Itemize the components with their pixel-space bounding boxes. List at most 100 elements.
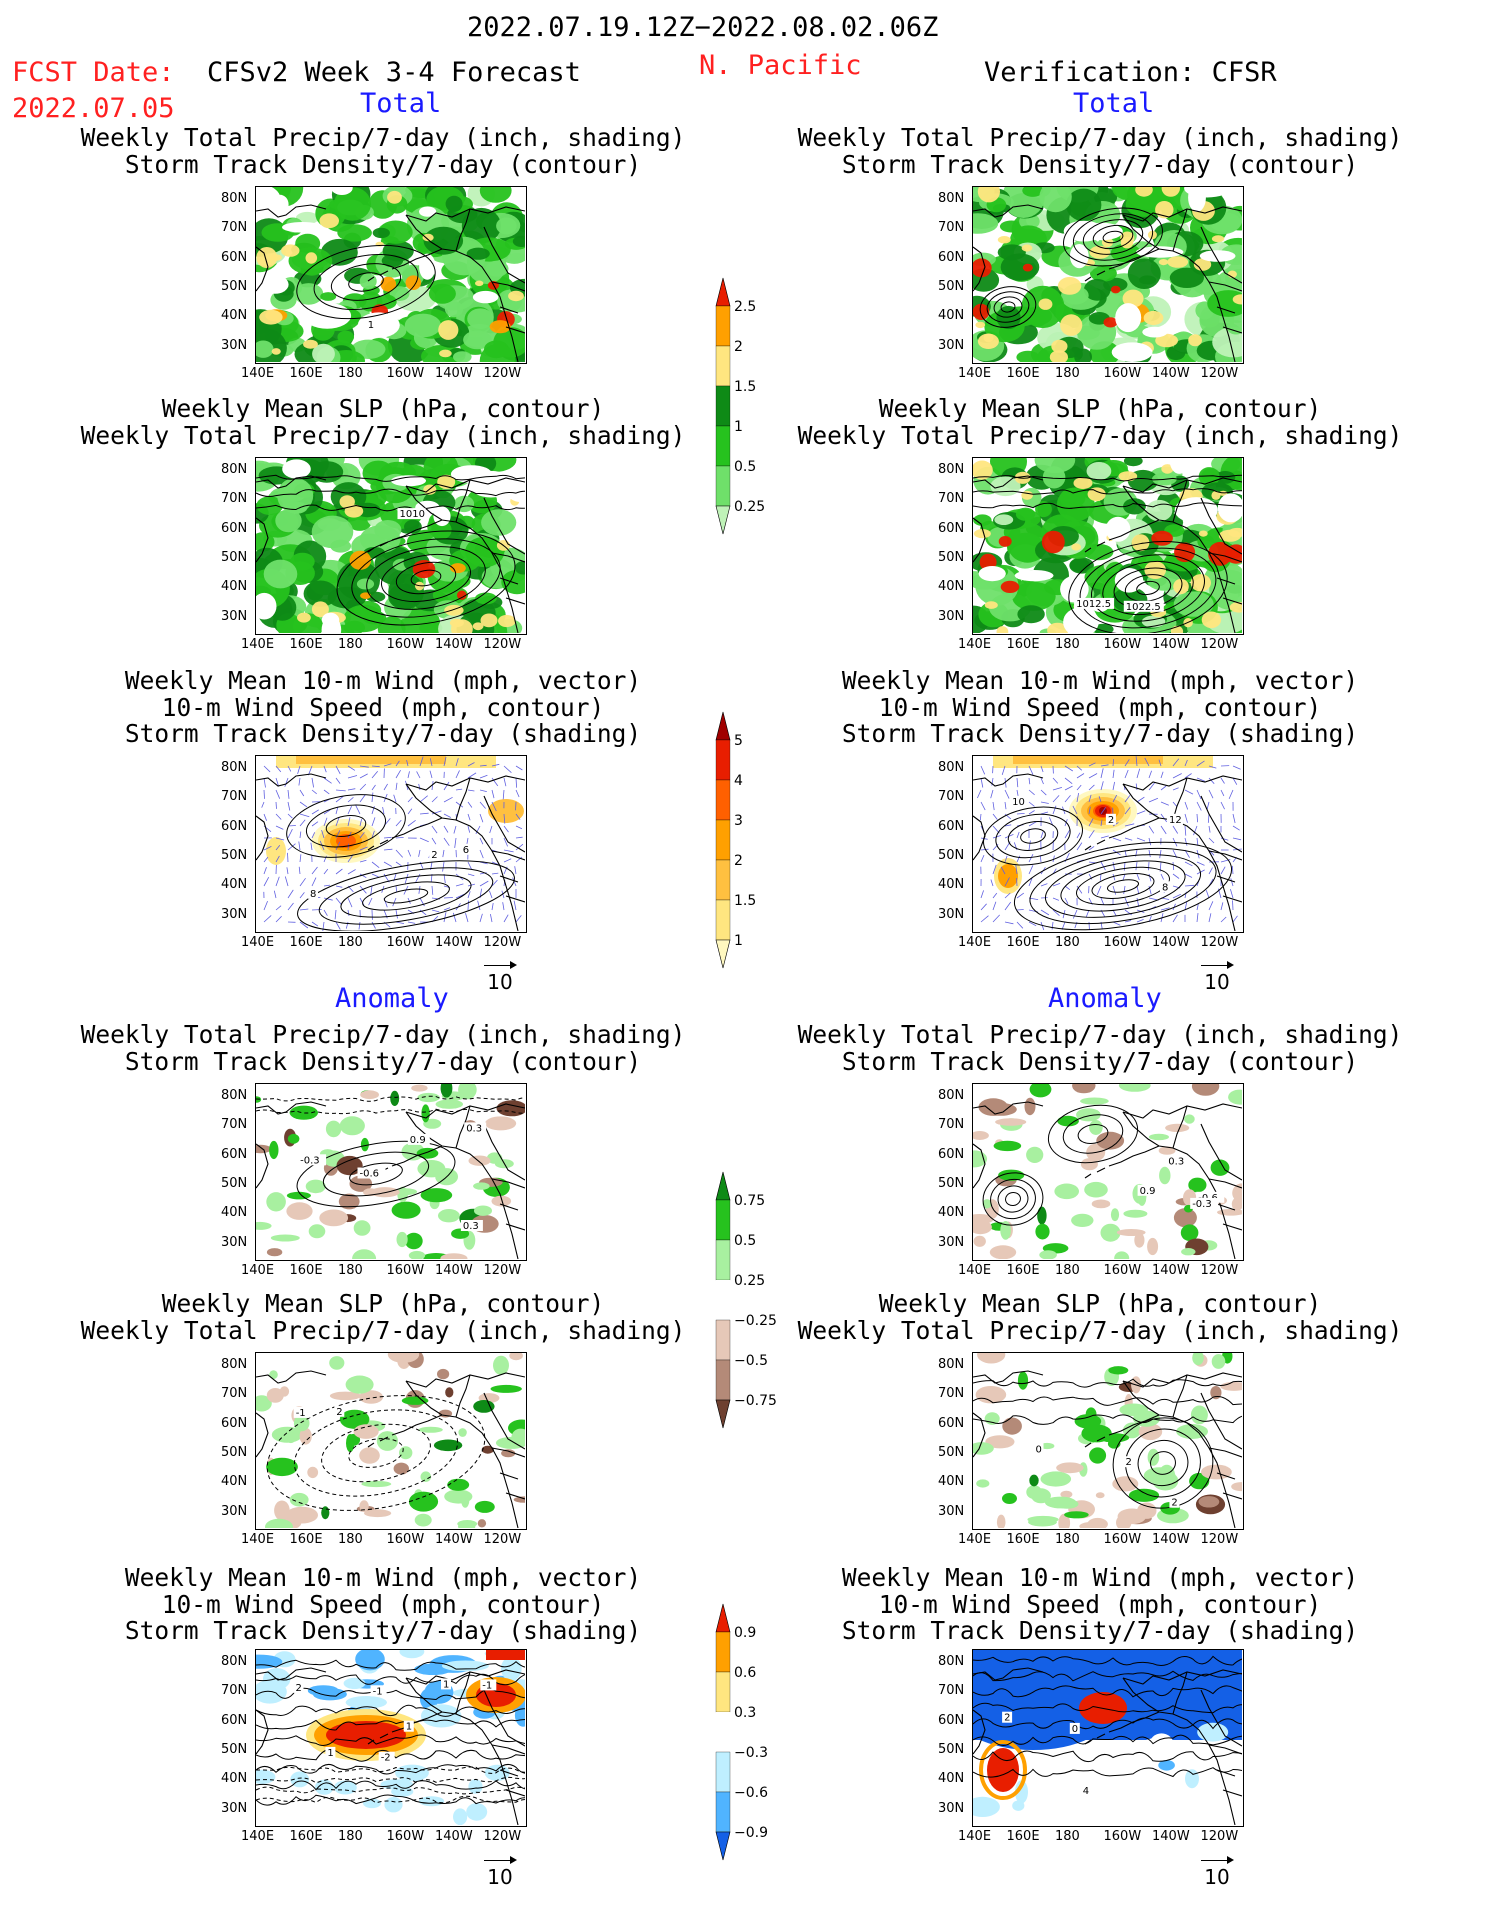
colorbar-precip-total: 2.5 2 1.5 1 0.5 0.25 — [714, 266, 784, 570]
contour-label: 8 — [1162, 882, 1168, 893]
lon-tick: 160W — [386, 935, 425, 950]
lon-tick: 140W — [435, 1532, 473, 1547]
colorbar-label: 5 — [734, 733, 743, 749]
lon-tick: 140E — [958, 1532, 992, 1547]
map-fc-anom-wind: 1 -1 -2 1 2 1 -1 — [255, 1649, 527, 1827]
lon-tick: 160E — [1006, 637, 1040, 652]
contour-label: 0.3 — [466, 1123, 482, 1134]
lon-tick: 120W — [1200, 1263, 1239, 1278]
colorbar-label: 3 — [734, 813, 743, 829]
lon-tick: 140E — [241, 366, 275, 381]
lat-tick: 80N — [938, 1357, 965, 1372]
map-vf-total-slp: 1012.5 1022.5 — [972, 457, 1244, 635]
date-range: 2022.07.19.12Z−2022.08.02.06Z — [467, 12, 939, 43]
contour-label: 2 — [431, 850, 437, 861]
contour-label: -1 — [482, 1680, 492, 1691]
lon-tick: 120W — [483, 637, 522, 652]
colorbar-label: 0.9 — [734, 1625, 756, 1641]
lon-tick: 160W — [1103, 637, 1142, 652]
contour-label: 1022.5 — [1126, 602, 1161, 613]
colorbar-cap — [715, 1171, 731, 1201]
lat-tick: 30N — [221, 608, 248, 624]
lat-tick: 60N — [938, 1415, 965, 1431]
vector-ref-vf-total: 10 — [1197, 960, 1237, 994]
title-fc-total-slp: Weekly Mean SLP (hPa, contour) Weekly To… — [80, 394, 686, 450]
contour-label: 2 — [1126, 1457, 1132, 1468]
title-vf-total-wind: Weekly Mean 10-m Wind (mph, vector) 10-m… — [841, 666, 1359, 748]
contour-label: 0.9 — [410, 1135, 426, 1146]
lon-tick: 120W — [483, 1263, 522, 1278]
lon-tick: 140W — [1152, 366, 1190, 381]
colorbar-track-total: 5 4 3 2 1.5 1 — [714, 700, 784, 1004]
map-fc-anom-track: 0.3 -0.3 0.3 -0.6 0.9 — [255, 1083, 527, 1261]
lat-tick: 70N — [221, 220, 248, 236]
lon-tick: 140W — [1152, 637, 1190, 652]
colorbar-label: 0.25 — [734, 1273, 765, 1289]
lat-tick: 40N — [221, 579, 248, 595]
lat-tick: 60N — [938, 1146, 965, 1162]
lat-tick: 40N — [938, 308, 965, 324]
lon-tick: 140E — [241, 637, 275, 652]
lon-tick: 120W — [483, 366, 522, 381]
lat-tick: 60N — [938, 1712, 965, 1728]
lon-tick: 160W — [386, 1532, 425, 1547]
lon-tick: 140W — [435, 637, 473, 652]
title-vf-anom-track: Weekly Total Precip/7-day (inch, shading… — [797, 1020, 1403, 1076]
lon-tick: 160E — [1006, 1829, 1040, 1844]
lon-tick: 160E — [289, 637, 323, 652]
lat-tick: 70N — [221, 1386, 248, 1402]
title-fc-total-track: Weekly Total Precip/7-day (inch, shading… — [80, 123, 686, 179]
map-fc-total-slp: 1010 — [255, 457, 527, 635]
colorbar-segment — [715, 819, 731, 861]
lat-tick: 50N — [938, 847, 965, 863]
colorbar-label: −0.3 — [734, 1745, 768, 1761]
lon-tick: 180 — [1055, 1532, 1080, 1547]
vector-ref-fc-anom: 10 — [480, 1855, 520, 1889]
contour-label: 4 — [1083, 1786, 1089, 1797]
lat-tick: 80N — [938, 191, 965, 206]
lat-tick: 30N — [221, 1234, 248, 1250]
lat-tick: 50N — [938, 278, 965, 294]
fcst-date: 2022.07.05 — [12, 93, 175, 124]
lon-tick: 160W — [1103, 1829, 1142, 1844]
title-vf-anom-slp: Weekly Mean SLP (hPa, contour) Weekly To… — [797, 1289, 1403, 1345]
lon-tick: 180 — [338, 637, 363, 652]
map-fc-anom-slp: -1 2 — [255, 1352, 527, 1530]
contour-label: 1 — [368, 320, 374, 331]
contour-label: 1 — [327, 1748, 333, 1759]
lon-tick: 180 — [338, 366, 363, 381]
contour-label: 6 — [463, 845, 469, 856]
model-title: CFSv2 Week 3-4 Forecast — [207, 57, 581, 88]
section-total-verification: Total — [1073, 88, 1155, 119]
lat-tick: 80N — [938, 1654, 965, 1669]
colorbar-segment — [715, 859, 731, 901]
lon-tick: 140E — [958, 935, 992, 950]
lon-tick: 160E — [289, 1532, 323, 1547]
lon-tick: 140E — [958, 1263, 992, 1278]
contour-label: -0.6 — [360, 1169, 380, 1180]
lat-tick: 60N — [221, 1146, 248, 1162]
contour-label: 0.3 — [463, 1221, 479, 1232]
colorbar-label: 2 — [734, 339, 743, 355]
lat-tick: 30N — [221, 1503, 248, 1519]
colorbar-segment — [716, 1712, 730, 1752]
lon-tick: 140W — [1152, 1829, 1190, 1844]
lon-tick: 160W — [386, 366, 425, 381]
colorbar-label: 1 — [734, 419, 743, 435]
lat-tick: 70N — [938, 1683, 965, 1699]
lat-tick: 50N — [938, 1444, 965, 1460]
lat-tick: 50N — [221, 1741, 248, 1757]
verification-title: Verification: CFSR — [984, 57, 1277, 88]
lat-tick: 60N — [221, 249, 248, 265]
lon-tick: 140W — [1152, 1263, 1190, 1278]
lon-tick: 140E — [241, 1532, 275, 1547]
colorbar-segment — [715, 899, 731, 941]
lat-tick: 60N — [221, 818, 248, 834]
colorbar-segment — [715, 1631, 731, 1673]
lat-tick: 50N — [221, 1175, 248, 1191]
colorbar-label: −0.75 — [734, 1393, 777, 1409]
lon-tick: 140W — [435, 1263, 473, 1278]
lon-tick: 160W — [1103, 935, 1142, 950]
lon-tick: 140W — [1152, 1532, 1190, 1547]
lat-tick: 70N — [938, 1117, 965, 1133]
